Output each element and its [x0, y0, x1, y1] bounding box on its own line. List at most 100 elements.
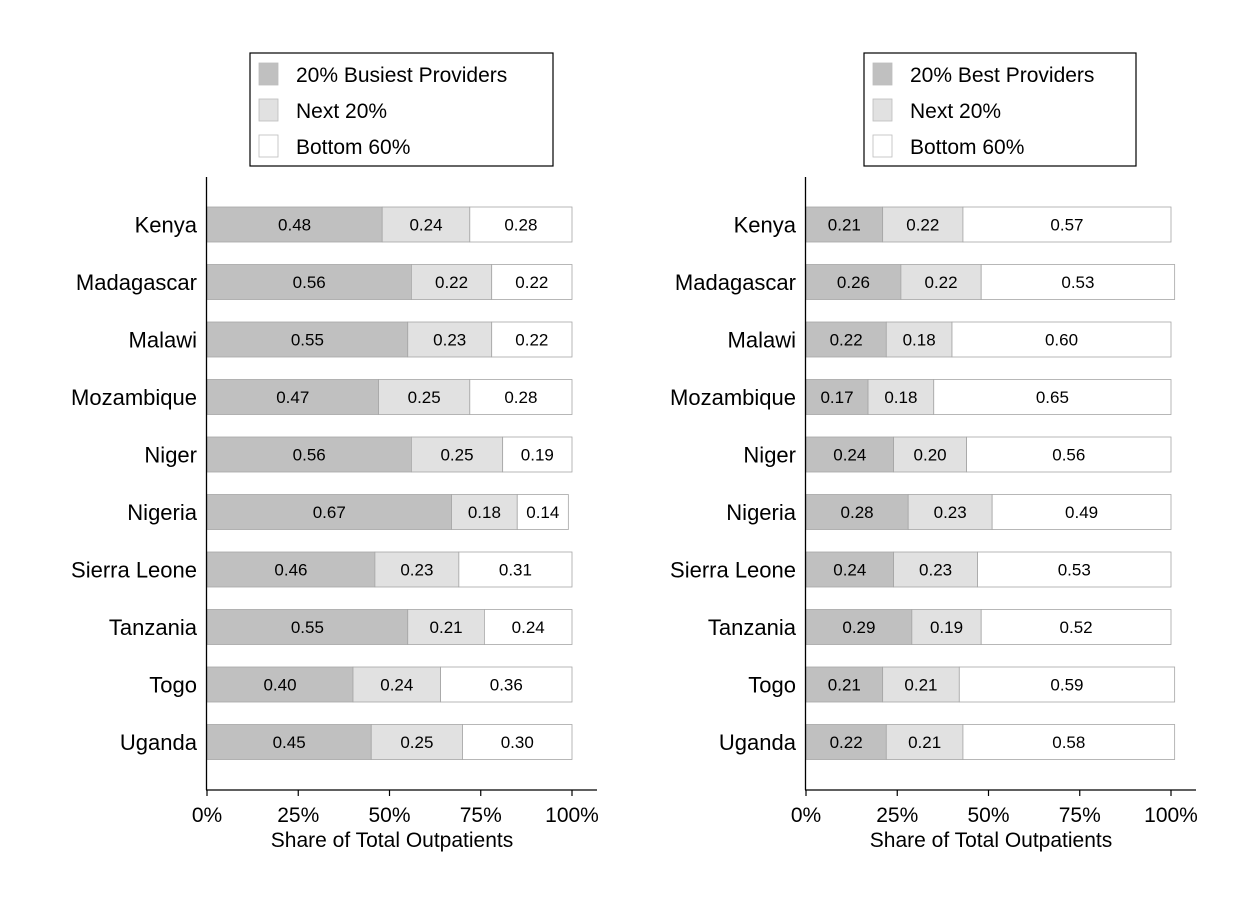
right-bar-mozambique-bottom-60 [933, 379, 1172, 415]
right-value-label-togo-20-best-providers: 0.21 [828, 676, 861, 695]
right-category-label-sierra-leone: Sierra Leone [670, 558, 796, 583]
left-category-label-malawi: Malawi [129, 328, 197, 353]
left-bar-niger-bottom-60 [502, 436, 573, 473]
right-value-label-uganda-next-20: 0.21 [908, 733, 941, 752]
right-category-label-tanzania: Tanzania [708, 615, 797, 640]
right-bar-kenya-bottom-60 [962, 206, 1172, 243]
right-bar-mozambique-20-best-providers [805, 379, 869, 415]
left-bar-sierra-leone-next-20 [374, 551, 460, 588]
right-x-tick-label-3: 75% [1059, 804, 1101, 827]
left-bar-togo-bottom-60 [440, 666, 573, 703]
right-value-label-niger-bottom-60: 0.56 [1052, 446, 1085, 465]
right-value-label-malawi-next-20: 0.18 [903, 331, 936, 350]
right-bar-nigeria-bottom-60 [991, 494, 1172, 530]
left-bar-madagascar-bottom-60 [491, 264, 573, 300]
left-value-label-nigeria-bottom-60: 0.14 [526, 503, 559, 522]
left-legend-label-next-20: Next 20% [296, 100, 387, 123]
right-bar-malawi-20-best-providers [805, 321, 887, 358]
right-category-label-uganda: Uganda [719, 730, 797, 755]
right-x-tick-label-0: 0% [791, 804, 821, 827]
right-category-label-mozambique: Mozambique [670, 385, 796, 410]
right-category-label-kenya: Kenya [734, 213, 797, 238]
right-value-label-malawi-bottom-60: 0.60 [1045, 331, 1078, 350]
left-value-label-togo-20-busiest-providers: 0.40 [263, 676, 296, 695]
right-value-label-sierra-leone-20-best-providers: 0.24 [833, 561, 866, 580]
left-bars: 0.48 0.24 0.28 0.56 0.22 0.22 0.55 0.23 0.22 0.47… [206, 206, 573, 760]
right-bars: 0.21 0.22 0.57 0.26 0.22 0.53 0.22 0.18 0.60 0.17… [805, 206, 1176, 760]
left-value-label-uganda-bottom-60: 0.30 [501, 733, 534, 752]
left-bar-uganda-20-busiest-providers [206, 724, 372, 760]
left-value-label-uganda-next-20: 0.25 [400, 733, 433, 752]
right-bar-malawi-bottom-60 [951, 321, 1172, 358]
left-category-label-togo: Togo [149, 673, 197, 698]
right-bar-kenya-20-best-providers [805, 206, 884, 243]
left-value-label-mozambique-bottom-60: 0.28 [504, 388, 537, 407]
left-value-label-sierra-leone-bottom-60: 0.31 [499, 561, 532, 580]
left-bar-niger-20-busiest-providers [206, 436, 412, 473]
right-legend-box [863, 52, 1137, 167]
right-category-label-nigeria: Nigeria [726, 500, 796, 525]
right-bar-madagascar-20-best-providers [805, 264, 902, 300]
right-value-label-nigeria-20-best-providers: 0.28 [841, 503, 874, 522]
right-value-label-kenya-bottom-60: 0.57 [1050, 216, 1083, 235]
right-value-label-madagascar-20-best-providers: 0.26 [837, 273, 870, 292]
right-bar-uganda-bottom-60 [962, 724, 1176, 760]
right-value-label-togo-bottom-60: 0.59 [1050, 676, 1083, 695]
right-bar-niger-20-best-providers [805, 436, 894, 473]
left-category-label-niger: Niger [144, 443, 197, 468]
right-legend-swatch-bottom-60 [872, 134, 893, 158]
right-value-label-madagascar-bottom-60: 0.53 [1061, 273, 1094, 292]
right-x-axis-title: Share of Total Outpatients [870, 829, 1112, 852]
right-bar-togo-next-20 [882, 666, 960, 703]
left-value-label-madagascar-20-busiest-providers: 0.56 [293, 273, 326, 292]
left-value-label-madagascar-bottom-60: 0.22 [515, 273, 548, 292]
right-bar-sierra-leone-bottom-60 [977, 551, 1172, 588]
left-category-label-sierra-leone: Sierra Leone [71, 558, 197, 583]
right-panel-best-providers: 20% Best Providers Next 20% Bottom 60% 0.21… [670, 52, 1198, 852]
right-category-label-malawi: Malawi [728, 328, 796, 353]
right-value-label-togo-next-20: 0.21 [904, 676, 937, 695]
left-value-label-togo-next-20: 0.24 [380, 676, 413, 695]
right-value-label-nigeria-next-20: 0.23 [934, 503, 967, 522]
left-value-label-malawi-20-busiest-providers: 0.55 [291, 331, 324, 350]
left-bar-sierra-leone-20-busiest-providers [206, 551, 376, 588]
right-bar-niger-bottom-60 [966, 436, 1172, 473]
left-bar-nigeria-next-20 [451, 494, 518, 530]
left-bar-mozambique-bottom-60 [469, 379, 573, 415]
left-value-label-madagascar-next-20: 0.22 [435, 273, 468, 292]
left-value-label-sierra-leone-20-busiest-providers: 0.46 [274, 561, 307, 580]
left-bar-uganda-bottom-60 [462, 724, 573, 760]
right-legend-swatch-next-20 [872, 98, 893, 122]
right-value-label-sierra-leone-bottom-60: 0.53 [1058, 561, 1091, 580]
right-legend-label-bottom-60: Bottom 60% [910, 136, 1024, 159]
left-value-label-tanzania-bottom-60: 0.24 [512, 618, 545, 637]
right-bar-madagascar-bottom-60 [980, 264, 1176, 300]
left-bar-tanzania-bottom-60 [483, 609, 573, 645]
left-category-label-mozambique: Mozambique [71, 385, 197, 410]
right-value-label-tanzania-next-20: 0.19 [930, 618, 963, 637]
left-category-label-nigeria: Nigeria [127, 500, 197, 525]
right-value-label-tanzania-20-best-providers: 0.29 [842, 618, 875, 637]
right-value-label-tanzania-bottom-60: 0.52 [1060, 618, 1093, 637]
right-bar-mozambique-next-20 [867, 379, 935, 415]
left-value-label-nigeria-next-20: 0.18 [468, 503, 501, 522]
right-bar-malawi-next-20 [885, 321, 953, 358]
right-bar-tanzania-next-20 [911, 609, 982, 645]
right-x-tick-label-1: 25% [876, 804, 918, 827]
right-value-label-mozambique-20-best-providers: 0.17 [820, 388, 853, 407]
left-value-label-mozambique-20-busiest-providers: 0.47 [276, 388, 309, 407]
left-legend-swatch-next-20 [258, 98, 279, 122]
left-value-label-niger-bottom-60: 0.19 [521, 446, 554, 465]
left-panel-busiest-providers: 20% Busiest Providers Next 20% Bottom 60% 0… [71, 52, 599, 852]
right-value-label-nigeria-bottom-60: 0.49 [1065, 503, 1098, 522]
right-category-label-togo: Togo [748, 673, 796, 698]
left-x-tick-label-4: 100% [545, 804, 599, 827]
left-value-label-kenya-bottom-60: 0.28 [504, 216, 537, 235]
left-category-label-tanzania: Tanzania [109, 615, 198, 640]
left-category-label-madagascar: Madagascar [76, 270, 197, 295]
right-bar-uganda-next-20 [885, 724, 964, 760]
left-x-tick-label-0: 0% [192, 804, 222, 827]
left-value-label-mozambique-next-20: 0.25 [408, 388, 441, 407]
left-x-tick-label-2: 50% [368, 804, 410, 827]
